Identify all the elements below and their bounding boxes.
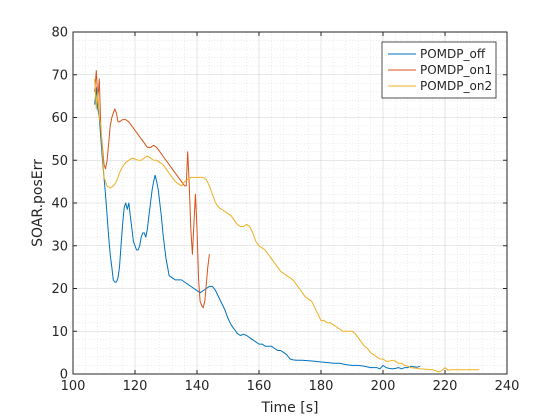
y-tick-labels: 0 10 20 30 40 50 60 70 80 — [51, 26, 68, 383]
x-tick-label: 240 — [495, 379, 520, 394]
y-tick-label: 80 — [51, 26, 68, 41]
x-tick-label: 100 — [61, 379, 86, 394]
y-tick-label: 20 — [51, 282, 68, 297]
legend-label: POMDP_on1 — [420, 63, 492, 77]
legend-label: POMDP_on2 — [420, 79, 492, 93]
legend: POMDP_off POMDP_on1 POMDP_on2 — [381, 41, 497, 99]
y-tick-label: 60 — [51, 111, 68, 126]
x-tick-label: 200 — [371, 379, 396, 394]
x-tick-label: 160 — [247, 379, 272, 394]
y-tick-label: 70 — [51, 68, 68, 83]
series-line-pomdp-on1 — [94, 70, 210, 309]
series-layer — [94, 70, 480, 373]
y-tick-label: 10 — [51, 325, 68, 340]
x-tick-labels: 100 120 140 160 180 200 220 240 — [61, 379, 520, 394]
y-tick-label: 0 — [60, 368, 68, 383]
x-tick-label: 140 — [185, 379, 210, 394]
series-line-pomdp-on2 — [94, 78, 480, 373]
x-axis-label: Time [s] — [261, 400, 319, 416]
legend-label: POMDP_off — [420, 47, 486, 61]
y-tick-label: 30 — [51, 239, 68, 254]
y-tick-label: 50 — [51, 154, 68, 169]
x-tick-label: 120 — [123, 379, 148, 394]
y-tick-label: 40 — [51, 197, 68, 212]
x-tick-label: 180 — [309, 379, 334, 394]
series-line-pomdp-off — [94, 87, 421, 370]
tick-marks — [72, 31, 508, 375]
x-tick-label: 220 — [433, 379, 458, 394]
y-axis-label: SOAR.posErr — [30, 159, 46, 247]
